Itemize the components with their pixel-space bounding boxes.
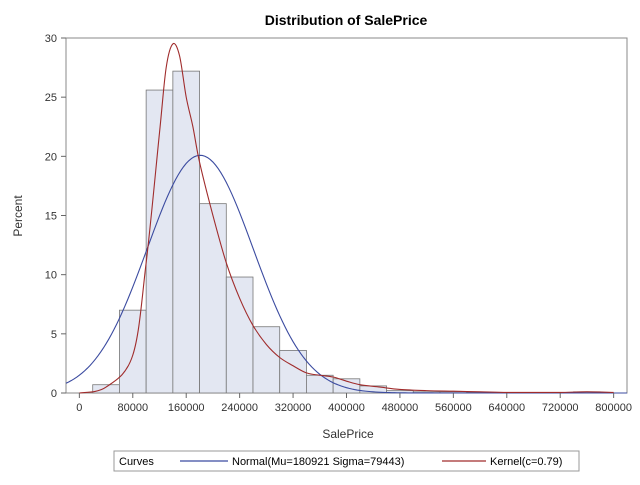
x-tick-label-7: 560000 (435, 402, 472, 414)
y-tick-label-6: 30 (45, 33, 57, 45)
legend-title: Curves (119, 456, 154, 468)
y-tick-label-3: 15 (45, 211, 57, 223)
histogram-bar-2 (145, 89, 174, 394)
kernel-curve (79, 42, 614, 394)
x-tick-label-2: 160000 (168, 402, 205, 414)
x-axis-label: SalePrice (322, 427, 374, 441)
histogram-bar-5 (225, 276, 254, 394)
histogram-bar-4 (199, 203, 227, 394)
plot-area: 0 80000 160000 240000 320000 400000 480000 5600… (45, 33, 632, 414)
y-tick-label-1: 5 (51, 329, 57, 341)
y-axis-label: Percent (11, 195, 25, 237)
x-tick-label-1: 80000 (117, 402, 148, 414)
legend-frame (113, 450, 580, 472)
histogram-bar-6 (252, 326, 281, 394)
x-tick-label-4: 320000 (275, 402, 312, 414)
histogram-bar-0 (92, 384, 120, 394)
histogram-bar-3 (172, 70, 200, 394)
y-tick-label-4: 20 (45, 151, 57, 163)
y-tick-label-5: 25 (45, 92, 57, 104)
chart-title: Distribution of SalePrice (265, 12, 428, 28)
histogram-bar-1 (119, 309, 147, 394)
x-tick-label-8: 640000 (488, 402, 525, 414)
y-tick-label-0: 0 (51, 388, 57, 400)
legend-normal-label: Normal(Mu=180921 Sigma=79443) (232, 456, 404, 468)
x-tick-label-9: 720000 (542, 402, 579, 414)
histogram-bar-8 (306, 374, 334, 394)
x-tick-label-10: 800000 (595, 402, 632, 414)
x-tick-label-6: 480000 (382, 402, 419, 414)
x-tick-label-5: 400000 (328, 402, 365, 414)
y-tick-label-2: 10 (45, 270, 57, 282)
normal-curve (65, 154, 627, 394)
legend-kernel-label: Kernel(c=0.79) (490, 456, 562, 468)
x-tick-label-0: 0 (76, 402, 82, 414)
legend: Curves Normal(Mu=180921 Sigma=79443) Ker… (113, 450, 580, 472)
x-tick-label-3: 240000 (221, 402, 258, 414)
